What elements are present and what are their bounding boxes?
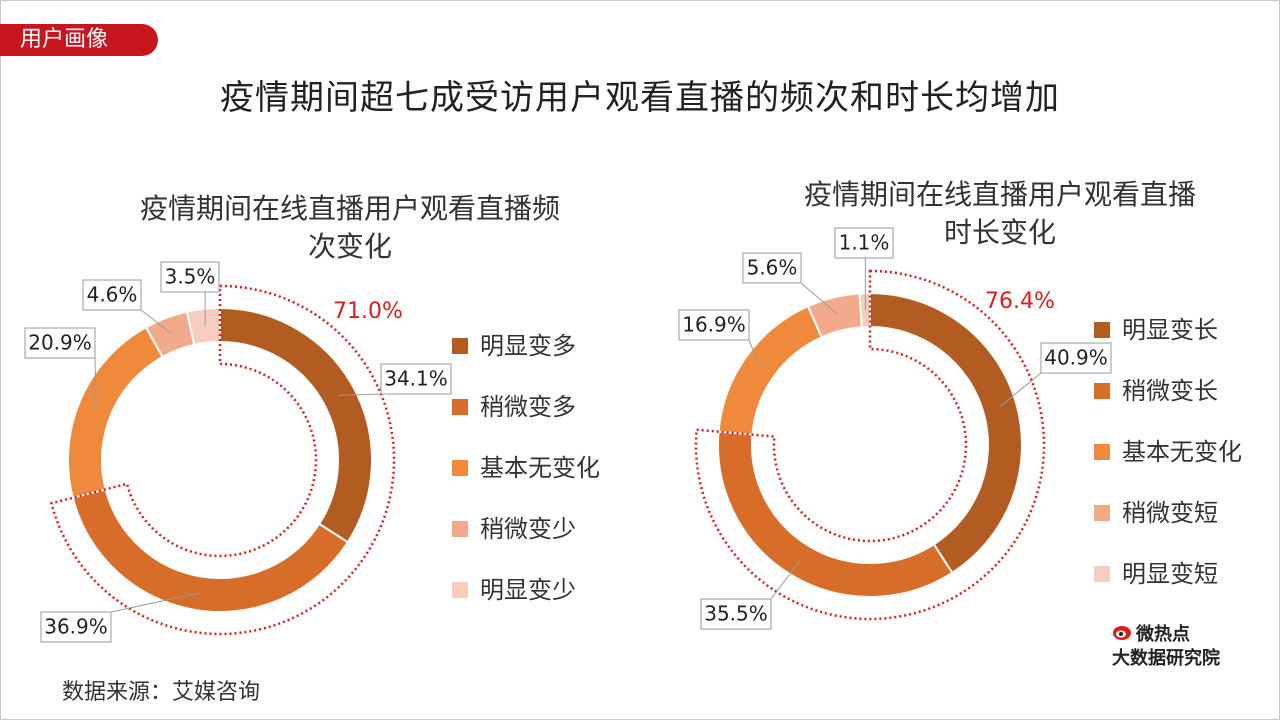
legend-label: 基本无变化 (480, 454, 600, 482)
chart-1-highlight-outline (49, 284, 396, 636)
chart-2-data-label-5: 1.1% (839, 231, 890, 255)
legend-swatch (452, 338, 468, 354)
chart-1-leader-3 (94, 357, 97, 407)
chart-1-label-box-4 (82, 279, 142, 311)
chart-2-legend: 明显变长稍微变长基本无变化稍微变短明显变短 (1094, 312, 1274, 612)
chart-2-label-box-2 (700, 598, 772, 630)
chart-1-leader-1 (338, 393, 382, 396)
legend-label: 明显变多 (480, 332, 576, 360)
chart-2-data-label-1: 40.9% (1044, 346, 1108, 370)
chart-2-slice-5 (858, 291, 871, 329)
chart-2-highlight-label: 76.4% (985, 289, 1055, 314)
legend-label: 明显变长 (1122, 316, 1218, 344)
chart-2-data-label-2: 35.5% (704, 602, 768, 626)
chart-1-title: 疫情期间在线直播用户观看直播频 次变化 (100, 190, 600, 266)
page-title: 疫情期间超七成受访用户观看直播的频次和时长均增加 (220, 78, 1060, 118)
chart-2-title-line-1: 疫情期间在线直播用户观看直播 (803, 178, 1196, 211)
chart-1-leader-2 (110, 592, 199, 613)
chart-1-slice-5 (185, 306, 221, 347)
legend-swatch (1094, 444, 1110, 460)
legend-label: 基本无变化 (1122, 438, 1242, 466)
legend-label: 明显变短 (1122, 560, 1218, 588)
legend-swatch (1094, 566, 1110, 582)
legend-swatch (452, 460, 468, 476)
legend-label: 稍微变少 (480, 515, 576, 543)
legend-label: 稍微变多 (480, 393, 576, 421)
chart-1-leader-4 (140, 309, 173, 335)
chart-2-leader-2 (770, 560, 801, 600)
legend-label: 明显变少 (480, 576, 576, 604)
chart-2-data-label-3: 16.9% (682, 313, 746, 337)
legend-swatch (452, 399, 468, 415)
chart-1-data-label-4: 4.6% (87, 283, 138, 307)
chart-2-leader-1 (999, 372, 1042, 408)
chart-1-highlight-label: 71.0% (333, 299, 403, 324)
chart-1-data-label-5: 3.5% (165, 265, 216, 289)
chart-1-title-line-1: 疫情期间在线直播用户观看直播频 (139, 192, 560, 225)
legend-swatch (1094, 383, 1110, 399)
chart-2-data-label-4: 5.6% (747, 256, 798, 280)
chart-2-label-box-5 (834, 227, 894, 259)
chart-1-label-box-1 (380, 363, 452, 395)
logo-line-2: 大数据研究院 (1112, 648, 1220, 669)
section-tag: 用户画像 (0, 24, 158, 56)
brand-logo: 微热点 大数据研究院 (1112, 620, 1242, 670)
chart-2-slice-1 (869, 291, 1023, 575)
legend-swatch (452, 582, 468, 598)
chart-1-data-label-3: 20.9% (28, 331, 92, 355)
chart-2-label-box-1 (1040, 342, 1112, 374)
legend-swatch (1094, 505, 1110, 521)
logo-line-1: 微热点 (1136, 624, 1190, 645)
chart-2-leader-3 (748, 339, 761, 367)
chart-2-label-box-3 (678, 309, 750, 341)
chart-2-leader-4 (800, 282, 838, 315)
chart-2-label-box-4 (742, 252, 802, 284)
legend-swatch (452, 521, 468, 537)
chart-1-legend: 明显变多稍微变多基本无变化稍微变少明显变少 (452, 328, 652, 628)
legend-label: 稍微变短 (1122, 499, 1218, 527)
chart-2-title-line-2: 时长变化 (943, 216, 1056, 249)
chart-1-label-box-3 (24, 327, 96, 359)
weibo-eye-icon (1113, 626, 1131, 640)
chart-1-title-line-2: 次变化 (307, 230, 392, 263)
chart-2-slice-2 (717, 430, 954, 598)
chart-1-data-label-2: 36.9% (44, 615, 108, 639)
chart-1-slice-2 (71, 488, 350, 613)
legend-swatch (1094, 322, 1110, 338)
data-source: 数据来源：艾媒咨询 (62, 680, 261, 705)
chart-1-label-box-5 (160, 261, 220, 293)
chart-1-label-box-2 (40, 611, 112, 643)
legend-label: 稍微变长 (1122, 377, 1218, 405)
chart-2-title: 疫情期间在线直播用户观看直播 时长变化 (760, 176, 1240, 252)
chart-1-data-label-1: 34.1% (384, 367, 448, 391)
